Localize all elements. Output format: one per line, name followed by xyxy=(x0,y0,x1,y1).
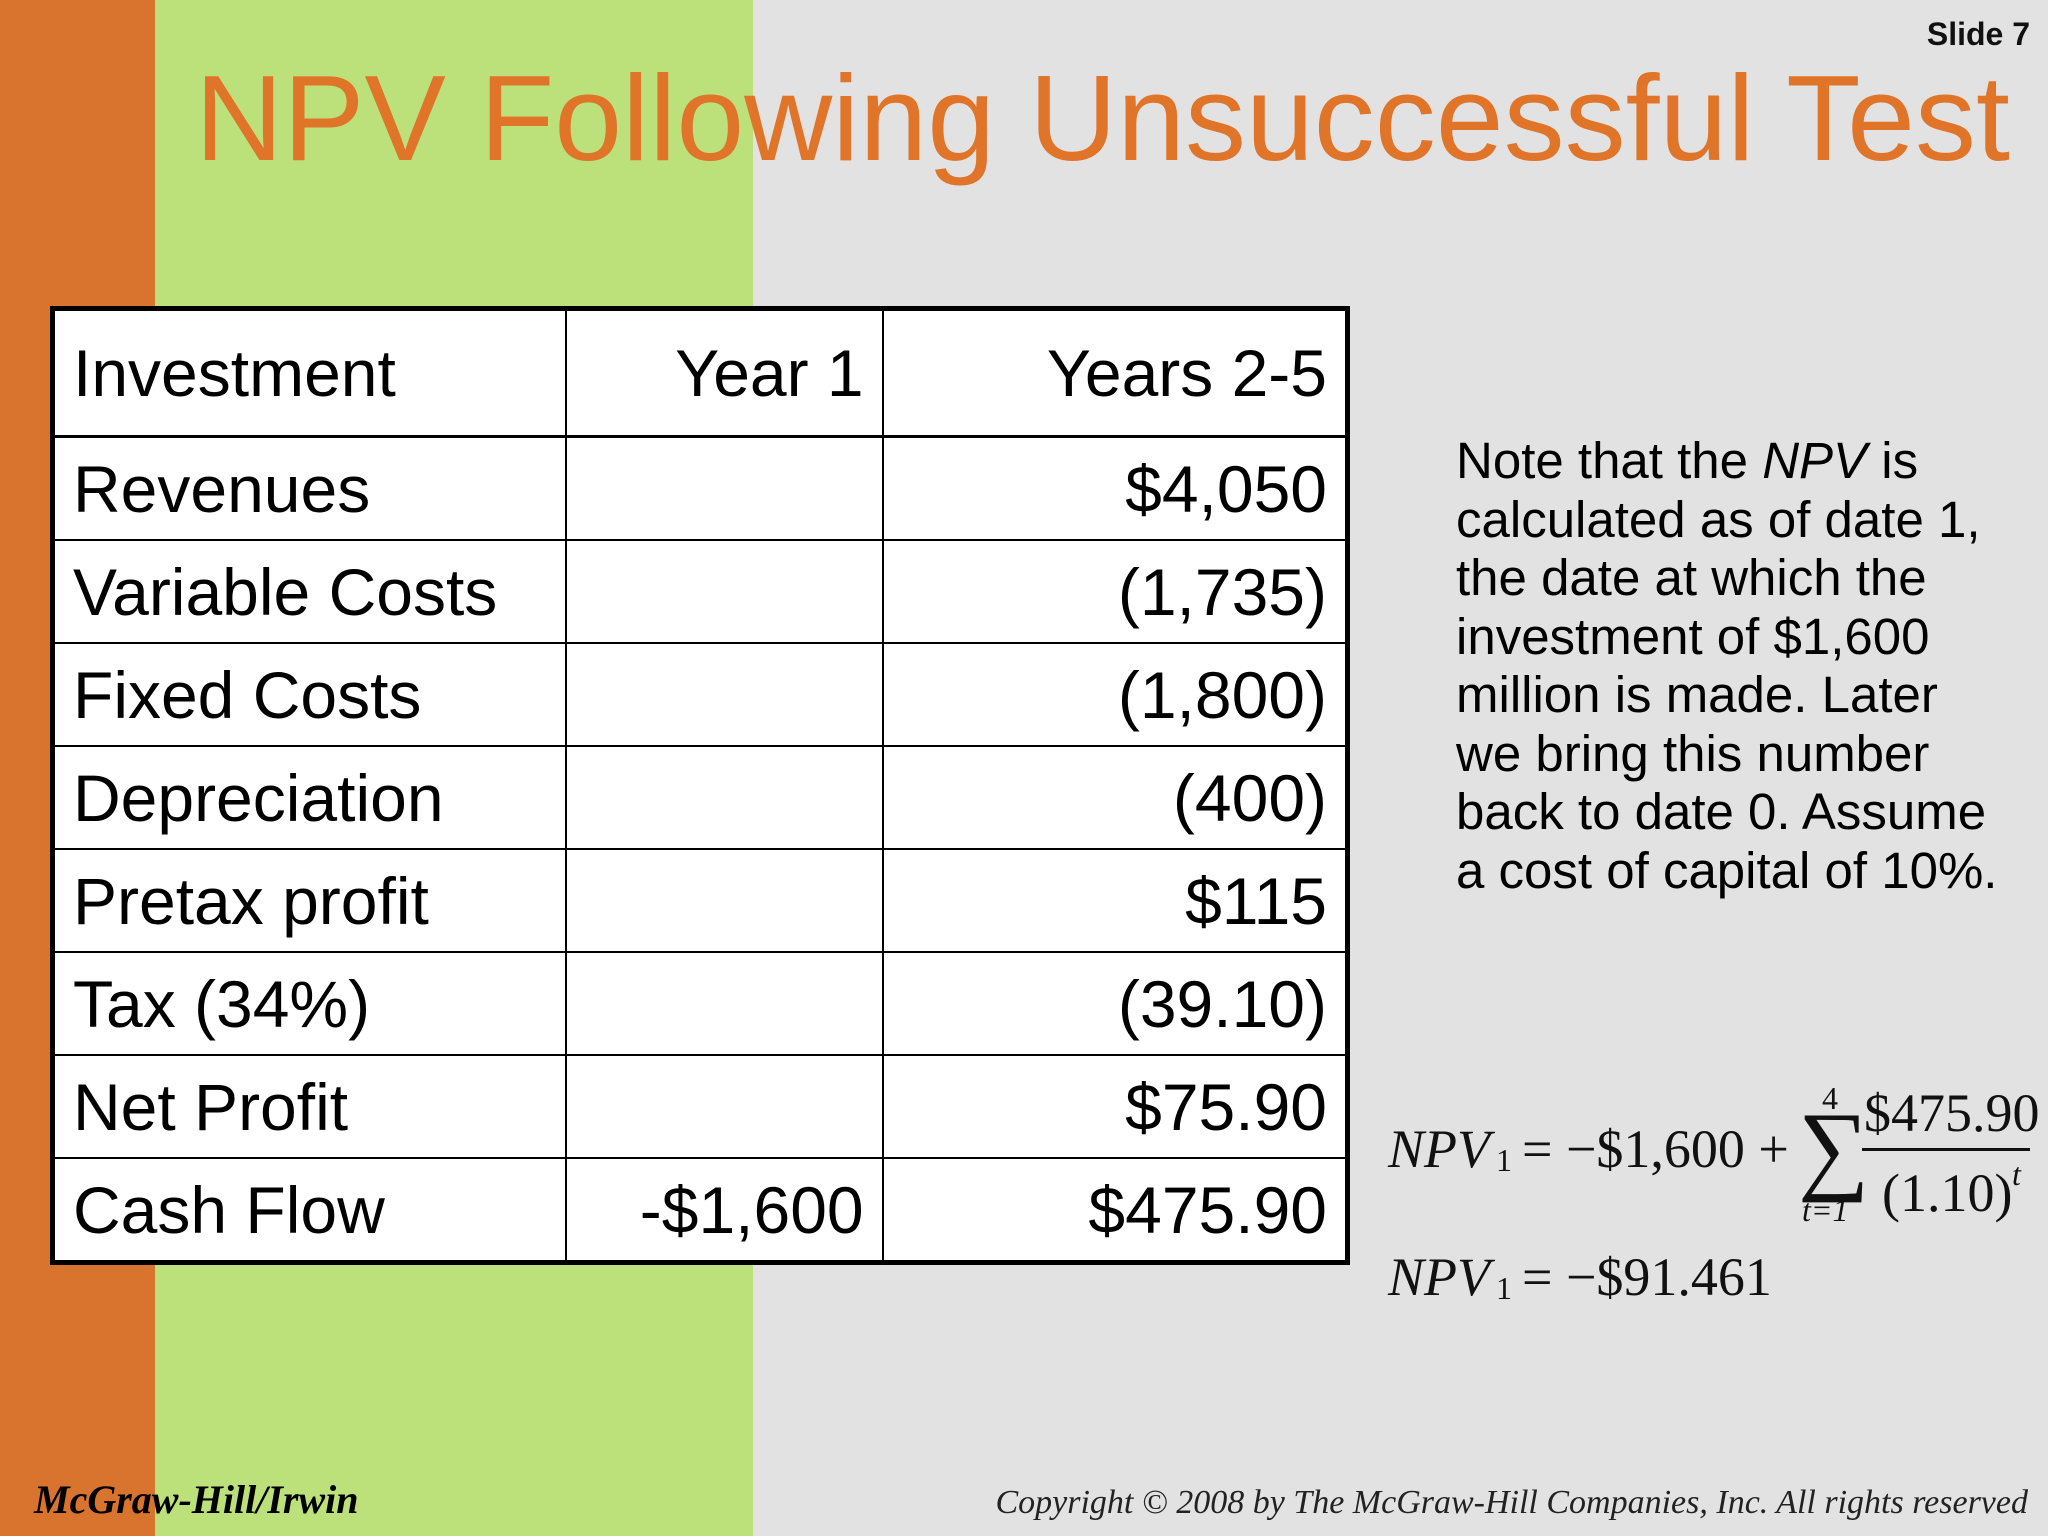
years-2-5-value: (1,800) xyxy=(881,642,1349,747)
fraction-bar xyxy=(1862,1148,2030,1151)
years-2-5-value: (39.10) xyxy=(881,951,1349,1056)
npv-subscript: 1 xyxy=(1496,1142,1512,1178)
npv-subscript-2: 1 xyxy=(1496,1270,1512,1306)
row-label: Tax (34%) xyxy=(51,951,568,1056)
year-1-value xyxy=(565,1054,884,1159)
denominator-exponent: t xyxy=(2012,1156,2021,1192)
note-text: Note that the NPV is calculated as of da… xyxy=(1456,432,2016,900)
years-2-5-value: $115 xyxy=(881,848,1349,953)
slide-number: Slide 7 xyxy=(1926,16,2030,52)
npv-symbol-2: NPV xyxy=(1388,1247,1490,1307)
row-label: Cash Flow xyxy=(51,1157,568,1264)
sum-upper-limit: 4 xyxy=(1822,1080,1838,1116)
year-1-value xyxy=(565,539,884,644)
year-1-value xyxy=(565,951,884,1056)
table-row: Pretax profit $115 xyxy=(51,848,1349,953)
summation-icon: ∑ xyxy=(1798,1092,1870,1203)
table-row: Variable Costs (1,735) xyxy=(51,539,1349,644)
row-label: Net Profit xyxy=(51,1054,568,1159)
note-before: Note that the xyxy=(1456,432,1763,489)
year-1-value xyxy=(565,848,884,953)
header-year-1: Year 1 xyxy=(565,307,884,438)
table-row: Tax (34%) (39.10) xyxy=(51,951,1349,1056)
cash-flow-table: Investment Year 1 Years 2-5 Revenues $4,… xyxy=(50,306,1350,1265)
table-row: Depreciation (400) xyxy=(51,745,1349,850)
years-2-5-value: $4,050 xyxy=(881,435,1349,541)
years-2-5-value: (400) xyxy=(881,745,1349,850)
row-label: Fixed Costs xyxy=(51,642,568,747)
year-1-value: -$1,600 xyxy=(565,1157,884,1264)
row-label: Depreciation xyxy=(51,745,568,850)
note-emphasis: NPV xyxy=(1762,432,1868,489)
years-2-5-value: $75.90 xyxy=(881,1054,1349,1159)
years-2-5-value: $475.90 xyxy=(881,1157,1349,1264)
table-row: Revenues $4,050 xyxy=(51,435,1349,541)
fraction-numerator: $475.90 xyxy=(1864,1083,2040,1143)
year-1-value xyxy=(565,435,884,541)
header-investment: Investment xyxy=(51,307,568,438)
sum-lower-limit: t=1 xyxy=(1802,1192,1849,1228)
fraction-denominator: (1.10) xyxy=(1882,1163,2013,1223)
equation-1-rhs: = −$1,600 + xyxy=(1522,1119,1789,1179)
equation-2-rhs: = −$91.461 xyxy=(1522,1247,1772,1307)
row-label: Pretax profit xyxy=(51,848,568,953)
npv-symbol: NPV xyxy=(1388,1119,1490,1179)
header-years-2-5: Years 2-5 xyxy=(881,307,1349,438)
table-row: Cash Flow -$1,600 $475.90 xyxy=(51,1157,1349,1264)
copyright-text: Copyright © 2008 by The McGraw-Hill Comp… xyxy=(995,1484,2028,1521)
table-row: Net Profit $75.90 xyxy=(51,1054,1349,1159)
note-after: is calculated as of date 1, the date at … xyxy=(1456,432,1998,899)
years-2-5-value: (1,735) xyxy=(881,539,1349,644)
table-row: Fixed Costs (1,800) xyxy=(51,642,1349,747)
year-1-value xyxy=(565,745,884,850)
row-label: Revenues xyxy=(51,435,568,541)
table-header-row: Investment Year 1 Years 2-5 xyxy=(51,307,1349,438)
npv-formula: NPV 1 = −$1,600 + 4 ∑ t=1 $475.90 (1.10)… xyxy=(1382,1076,2048,1316)
slide-title: NPV Following Unsuccessful Test xyxy=(195,50,2010,186)
row-label: Variable Costs xyxy=(51,539,568,644)
year-1-value xyxy=(565,642,884,747)
publisher-logo-text: McGraw-Hill/Irwin xyxy=(34,1477,359,1522)
